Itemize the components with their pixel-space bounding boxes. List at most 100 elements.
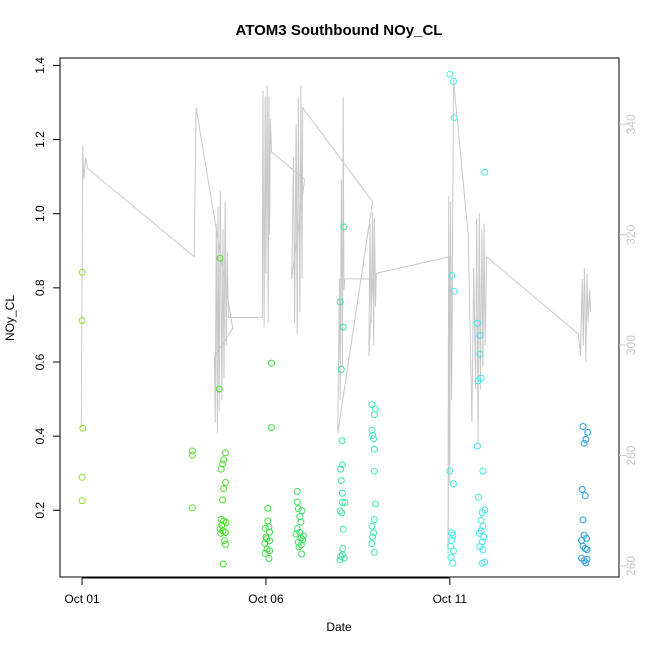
data-point [339,525,347,533]
data-point [481,168,489,176]
data-point [579,423,587,430]
data-point [336,556,344,564]
data-point [78,473,86,481]
data-point [219,460,227,468]
x-tick-label: Oct 06 [248,592,284,606]
data-point [474,377,482,385]
y-tick-label: 0.8 [33,279,47,296]
data-point [581,545,589,552]
data-point [297,541,305,549]
data-point [368,540,376,548]
data-point [368,426,376,434]
data-point [265,555,273,562]
data-point [339,545,347,552]
data-point [78,268,86,276]
data-point [340,554,348,562]
secondary-line [80,80,592,555]
data-point [478,509,486,516]
data-point [370,529,378,537]
data-point [476,350,484,358]
data-point [581,492,589,500]
data-point [582,436,590,443]
data-point [294,505,302,513]
data-point [78,497,86,505]
data-point [369,431,377,439]
data-point [449,532,457,539]
y2-tick-label: 300 [624,335,638,355]
data-point [217,529,225,537]
data-point [578,486,586,493]
data-point [265,523,273,531]
data-point [476,331,484,339]
data-point [450,114,458,122]
y2-tick-label: 340 [624,114,638,134]
data-point [337,365,345,373]
data-point [215,385,223,393]
data-point [475,493,482,501]
data-point [450,480,457,488]
data-point [473,319,481,327]
y-tick-label: 1.2 [33,131,47,148]
data-point [338,509,346,517]
data-point [583,546,591,554]
data-point [475,529,483,537]
y-tick-label: 1.0 [33,205,47,222]
data-point [477,516,485,524]
data-point [450,287,458,295]
chart-title: ATOM3 Southbound NOy_CL [236,22,443,39]
data-point [222,540,229,548]
y2-tick-label: 260 [624,556,638,576]
points-layer [78,70,592,568]
data-point [264,504,272,512]
secondary-line-layer [80,80,592,555]
data-point [370,467,378,475]
y-tick-label: 1.4 [33,57,47,74]
x-axis: Oct 01 Oct 06 Oct 11 [64,577,468,606]
x-tick-label: Oct 01 [64,592,100,606]
data-point [370,411,378,419]
data-point [261,549,269,557]
y-axis-right: 260 280 300 320 340 [619,114,638,576]
y-axis-left: 0.2 0.4 0.6 0.8 1.0 1.2 1.4 [33,57,61,519]
y-tick-label: 0.6 [33,353,47,370]
data-point [578,536,585,544]
data-point [220,485,228,493]
data-point [266,528,274,536]
data-point [297,518,305,526]
data-point [295,543,303,551]
data-point [340,223,348,231]
data-point [337,477,345,485]
data-point [222,449,229,457]
data-point [220,456,228,464]
data-point [293,498,301,506]
data-point [479,467,487,475]
data-point [222,479,229,486]
data-point [369,533,377,541]
data-point [370,435,378,443]
data-point [298,550,306,558]
data-point [296,513,304,521]
data-point [78,317,86,324]
data-point [582,559,590,567]
data-point [448,272,456,280]
data-point [338,499,346,506]
x-tick-label: Oct 11 [433,592,468,606]
data-point [268,424,275,432]
data-point [370,548,378,556]
data-point [449,559,457,567]
data-point [338,461,346,469]
y-axis-label: NOy_CL [3,295,17,341]
data-point [336,507,344,515]
data-point [584,428,592,436]
y-tick-label: 0.2 [33,502,47,519]
data-point [339,323,347,331]
y2-tick-label: 320 [624,224,638,244]
data-point [446,70,454,78]
data-point [580,439,588,447]
x-axis-label: Date [326,620,352,634]
data-point [219,496,227,504]
y2-tick-label: 280 [624,445,638,465]
data-point [479,546,487,554]
data-point [298,507,306,515]
